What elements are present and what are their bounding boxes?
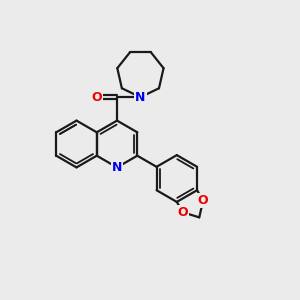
Text: N: N [135, 91, 146, 104]
Text: O: O [198, 194, 208, 207]
Text: O: O [178, 206, 188, 219]
Text: O: O [92, 91, 103, 104]
Text: N: N [112, 161, 122, 174]
